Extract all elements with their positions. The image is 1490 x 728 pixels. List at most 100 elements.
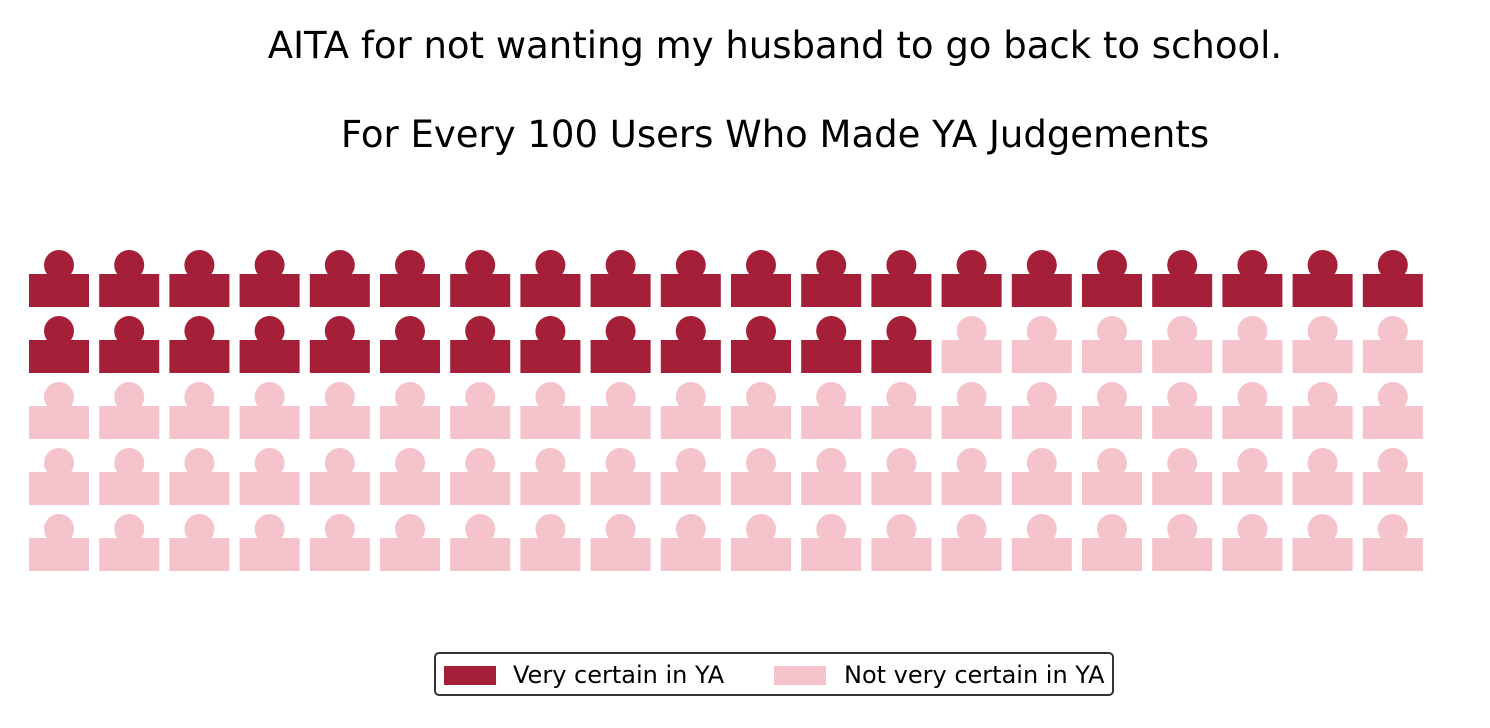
person-icon [1152,448,1213,505]
person-body [1292,340,1353,373]
person-head [1167,316,1198,346]
legend-label-not-very-certain: Not very certain in YA [844,661,1105,689]
person-body [660,406,721,439]
person-head [605,382,636,412]
person-body [871,406,932,439]
person-head [956,514,987,544]
person-head [816,514,847,544]
person-head [1307,448,1338,478]
person-icon [801,382,862,439]
person-icon [871,514,932,571]
person-icon [239,382,300,439]
person-icon [450,250,511,307]
person-body [169,406,230,439]
person-body [450,406,511,439]
person-body [380,538,440,571]
person-head [44,514,74,544]
person-head [1307,250,1338,280]
person-icon [1011,316,1072,373]
person-icon [239,250,300,307]
person-body [309,406,370,439]
person-head [816,382,847,412]
person-body [871,472,932,505]
person-icon [731,514,791,571]
person-head [886,514,917,544]
person-body [169,472,230,505]
person-head [184,250,215,280]
person-icon [801,250,862,307]
person-icon [169,250,230,307]
person-body [450,340,511,373]
person-icon [1362,316,1423,373]
person-body [801,406,862,439]
person-icon [309,514,370,571]
person-body [660,538,721,571]
person-body [1362,406,1423,439]
person-head [465,316,496,346]
person-body [1292,274,1353,307]
person-body [941,538,1002,571]
person-head [605,250,636,280]
legend-swatch-not-very-certain [774,666,826,685]
person-head [886,250,917,280]
person-head [465,382,496,412]
person-icon [660,514,721,571]
person-body [1362,340,1423,373]
person-body [239,406,300,439]
person-icon [380,448,440,505]
person-head [1167,514,1198,544]
person-icon [1292,448,1353,505]
person-head [184,316,215,346]
person-head [465,250,496,280]
person-body [239,274,300,307]
person-head [956,448,987,478]
person-head [465,514,496,544]
person-body [380,340,440,373]
person-icon [1152,316,1213,373]
person-icon [590,514,651,571]
person-body [99,472,160,505]
person-icon [1011,382,1072,439]
person-icon [590,250,651,307]
person-icon [29,448,89,505]
person-head [956,316,987,346]
person-icon [239,448,300,505]
person-icon [1011,514,1072,571]
person-body [1011,472,1072,505]
person-head [324,316,355,346]
person-icon [590,448,651,505]
person-body [801,538,862,571]
person-icon [660,316,721,373]
person-icon [871,250,932,307]
person-head [324,448,355,478]
person-head [1097,250,1127,280]
person-body [731,538,791,571]
person-icon [1292,514,1353,571]
person-icon [309,448,370,505]
person-body [450,538,511,571]
person-body [941,406,1002,439]
person-head [1237,250,1268,280]
person-head [1097,514,1127,544]
person-icon [1222,250,1283,307]
legend-label-very-certain: Very certain in YA [513,661,725,689]
person-icon [801,514,862,571]
person-head [1377,316,1408,346]
person-icon [1082,448,1142,505]
person-head [1167,448,1198,478]
person-head [1097,382,1127,412]
person-head [1026,514,1057,544]
person-body [871,340,932,373]
person-body [309,538,370,571]
person-icon [29,250,89,307]
person-body [1222,472,1283,505]
person-head [605,316,636,346]
person-body [169,274,230,307]
person-body [29,274,89,307]
person-head [816,250,847,280]
person-head [816,448,847,478]
person-body [239,538,300,571]
person-body [520,340,581,373]
person-icon [380,514,440,571]
